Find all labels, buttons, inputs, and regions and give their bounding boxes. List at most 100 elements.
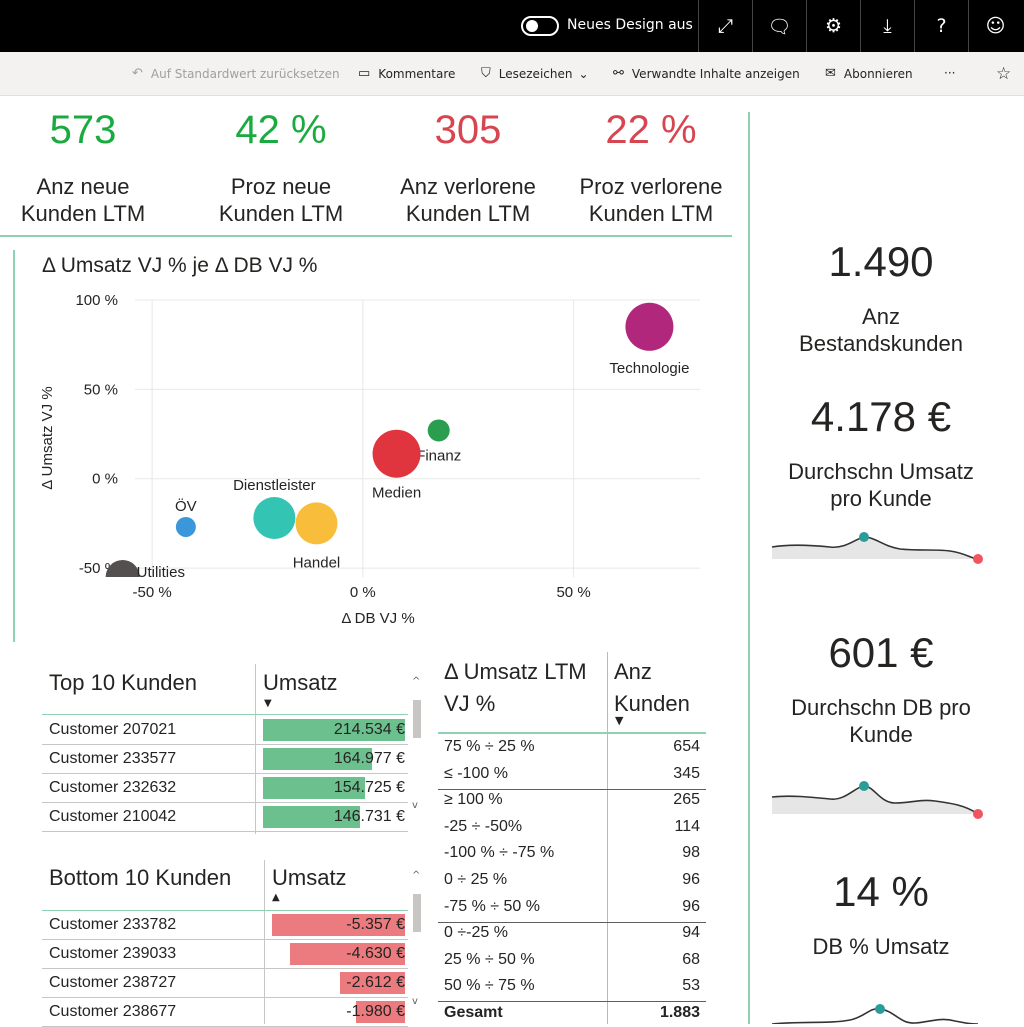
download-icon[interactable]: ⤓ (860, 0, 914, 52)
bottom10-title: Bottom 10 Kunden (49, 865, 232, 890)
customer-count: 265 (673, 791, 700, 809)
y-axis-label: Δ Umsatz VJ % (39, 386, 56, 489)
revenue-sparkline (771, 532, 983, 564)
kpi-value: 42 % (235, 108, 327, 152)
row-line (42, 802, 408, 803)
y-tick-label: 100 % (75, 292, 118, 309)
total-separator (438, 1001, 706, 1002)
value-bar (263, 806, 360, 828)
bubble-utilities (105, 560, 140, 577)
favorite-star-icon[interactable]: ☆ (996, 64, 1012, 84)
sparkline-area (772, 786, 978, 814)
dist-col2-line2: Kunden (614, 691, 690, 716)
range-label: ≥ 100 % (444, 791, 503, 809)
customer-count: 96 (682, 897, 700, 915)
customer-count: 654 (673, 738, 700, 755)
bubble-label: Utilities (137, 564, 185, 581)
customer-revenue: -2.612 € (346, 974, 405, 991)
kpi-label-line2: Kunden LTM (218, 201, 344, 226)
scrollbar-thumb[interactable] (413, 894, 421, 932)
new-design-toggle[interactable] (521, 16, 559, 36)
help-icon[interactable]: ? (914, 0, 968, 52)
kpi-label-line1: Anz neue (36, 174, 130, 199)
x-tick-label: -50 % (133, 584, 172, 601)
gear-icon[interactable]: ⚙ (806, 0, 860, 52)
more-options-button[interactable]: ··· (944, 66, 955, 80)
scroll-down-icon[interactable]: v (412, 996, 418, 1007)
right-kpi-value: 1.490 (828, 238, 934, 285)
kpi-label-line1: Proz verlorene (579, 174, 723, 199)
header-line (42, 714, 408, 715)
bubble-technologie (625, 302, 674, 351)
x-axis-label: Δ DB VJ % (341, 610, 414, 627)
bubble-label: Finanz (416, 447, 461, 464)
subscribe-button[interactable]: ✉ Abonnieren (825, 66, 913, 81)
sort-desc-icon: ▼ (264, 698, 272, 709)
right-kpi-label: Durchschn DB pro Kunde (752, 694, 1010, 748)
sparkline-last-marker (973, 554, 983, 564)
bottom10-col-header[interactable]: Umsatz (272, 865, 347, 890)
toggle-label: Neues Design aus (567, 17, 693, 33)
customer-revenue: -4.630 € (346, 945, 405, 962)
row-separator (438, 921, 706, 923)
dist-col1-line1: Δ Umsatz LTM (444, 659, 587, 684)
margin-pct-sparkline (771, 1004, 979, 1024)
customer-name: Customer 232632 (49, 779, 177, 796)
bubble-label: ÖV (175, 497, 197, 515)
expand-icon[interactable]: ⤢ (698, 0, 752, 52)
top10-col-header[interactable]: Umsatz (263, 670, 338, 695)
subscribe-label: Abonnieren (843, 66, 913, 81)
right-kpi-label: Durchschn Umsatz pro Kunde (752, 458, 1010, 512)
dist-col1-header[interactable]: Δ Umsatz LTM VJ % (444, 656, 587, 720)
customer-count: 68 (682, 950, 700, 968)
right-kpi-label-line1: Anz (862, 304, 900, 329)
scroll-up-icon[interactable]: ^ (412, 676, 421, 687)
bubble-handel (295, 502, 338, 545)
kpi-divider (0, 235, 732, 237)
dist-col2-header[interactable]: Anz Kunden (614, 656, 690, 720)
reset-button[interactable]: ↶ Auf Standardwert zurücksetzen (132, 66, 340, 81)
chevron-down-icon: ⌄ (578, 66, 589, 81)
share-icon: ⚯ (613, 66, 624, 81)
scroll-up-icon[interactable]: ^ (412, 870, 421, 881)
bubble-label: Dienstleister (233, 477, 316, 494)
row-line (42, 831, 408, 832)
customer-count: 345 (673, 764, 700, 782)
y-tick-label: 0 % (92, 471, 118, 488)
scroll-down-icon[interactable]: v (412, 800, 418, 811)
value-bar (356, 1001, 405, 1023)
kpi-label: Anz neue Kunden LTM (0, 173, 178, 227)
right-kpi-value: 14 % (833, 868, 929, 915)
range-label: 25 % ÷ 50 % (444, 950, 535, 968)
col-divider (264, 860, 265, 1024)
kpi-label-line2: Kunden LTM (20, 201, 146, 226)
comment-icon[interactable]: 🗨 (752, 0, 806, 52)
customer-revenue: 164.977 € (333, 750, 405, 767)
kpi-value: 305 (434, 108, 502, 152)
right-kpi-label-line1: Durchschn DB pro (791, 695, 971, 720)
row-line (42, 773, 408, 774)
y-tick-label: 50 % (84, 381, 118, 398)
reset-label: Auf Standardwert zurücksetzen (150, 66, 340, 81)
top10-title: Top 10 Kunden (49, 670, 198, 695)
sparkline-last-marker (973, 809, 983, 819)
dist-col2-line1: Anz (614, 659, 652, 684)
right-kpi-label-line1: Durchschn Umsatz (788, 459, 974, 484)
comments-button[interactable]: ▭ Kommentare (358, 66, 455, 81)
scrollbar-thumb[interactable] (413, 700, 421, 738)
kpi-label-line1: Proz neue (230, 174, 332, 199)
more-label: ··· (944, 66, 956, 80)
customer-name: Customer 207021 (49, 721, 177, 738)
bubble-öv (175, 516, 196, 537)
related-content-button[interactable]: ⚯ Verwandte Inhalte anzeigen (613, 66, 800, 81)
mail-icon: ✉ (825, 66, 836, 81)
row-line (42, 968, 408, 969)
sparkline-line (771, 785, 979, 815)
bubble-label: Technologie (609, 360, 689, 377)
sparkline-max-marker (875, 1004, 885, 1014)
chart-bubbles: Technologie Finanz Medien Dienstleister Hand… (105, 302, 689, 581)
smiley-icon[interactable]: ☺ (968, 0, 1022, 52)
col-divider (607, 652, 608, 1024)
bookmarks-button[interactable]: ⛉ Lesezeichen ⌄ (481, 66, 589, 81)
scatter-chart: -50 %0 %50 %100 %-50 % 0 % 50 % Technologi… (39, 292, 700, 627)
